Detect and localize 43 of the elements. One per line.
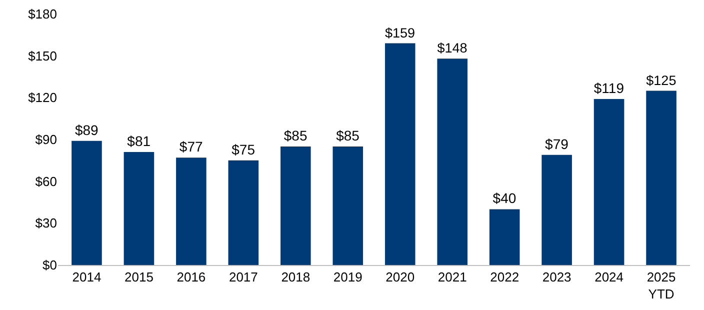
x-tick-label: 2019: [333, 270, 362, 285]
x-tick-label: 2014: [72, 270, 102, 285]
x-tick-label: 2018: [281, 270, 310, 285]
data-label: $77: [179, 138, 203, 155]
bar: [124, 152, 154, 265]
x-tick-label: 2022: [490, 270, 520, 285]
bar: [280, 146, 311, 265]
bar: [384, 43, 416, 265]
bar: [594, 99, 624, 265]
data-label: $159: [384, 25, 416, 40]
x-tick-label: 2021: [438, 270, 467, 285]
y-tick-label: $30: [35, 216, 57, 231]
data-label: $85: [284, 127, 308, 144]
bar: [72, 140, 102, 265]
y-tick-label: $0: [42, 258, 57, 273]
x-tick-label: 2015: [124, 270, 154, 285]
data-label: $85: [336, 127, 360, 144]
y-tick-label: $150: [28, 48, 57, 64]
x-tick-label: 2020: [386, 270, 415, 285]
data-label: $148: [437, 40, 468, 56]
data-label: $75: [232, 141, 256, 158]
data-label: $81: [127, 133, 151, 150]
x-tick-label: 2023: [542, 270, 572, 285]
data-label: $89: [74, 122, 99, 138]
y-tick-label: $120: [28, 90, 57, 106]
x-tick-label: 2025 YTD: [646, 270, 676, 302]
bar: [176, 158, 206, 265]
x-tick-label: 2024: [594, 270, 624, 285]
bar: [437, 58, 468, 265]
bar: [228, 160, 259, 265]
y-tick-label: $180: [28, 6, 57, 22]
bar: [646, 90, 676, 265]
y-tick-label: $60: [35, 174, 57, 189]
bar: [542, 154, 572, 265]
data-label: $40: [492, 190, 516, 206]
data-label: $125: [646, 72, 676, 88]
x-tick-label: 2016: [176, 270, 206, 285]
x-tick-label: 2017: [228, 270, 258, 285]
data-label: $119: [594, 80, 624, 96]
data-label: $79: [545, 136, 569, 152]
y-tick-label: $90: [35, 132, 57, 148]
bar: [332, 146, 364, 265]
bar: [489, 209, 520, 265]
